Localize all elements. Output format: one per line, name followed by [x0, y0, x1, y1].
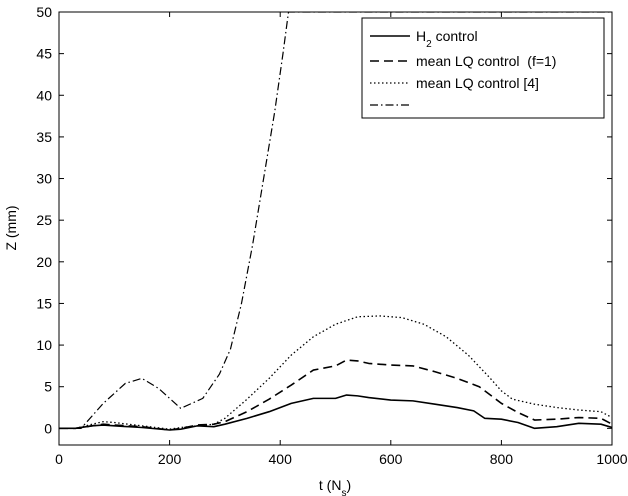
series-group: [59, 12, 612, 431]
legend: H2 control mean LQ control (f=1) mean LQ…: [361, 17, 605, 119]
y-tick-label: 50: [36, 4, 52, 20]
x-tick-label: 600: [379, 451, 403, 467]
x-axis-label: t (Ns): [319, 477, 351, 496]
y-axis-label: Z (mm): [3, 205, 19, 250]
y-tick-label: 45: [36, 46, 52, 62]
series-dashdot: [59, 12, 612, 429]
legend-box: [361, 17, 605, 119]
y-tick-label: 5: [44, 379, 52, 395]
x-tick-label: 1000: [596, 451, 627, 467]
y-tick-label: 20: [36, 254, 52, 270]
x-tick-label: 400: [269, 451, 293, 467]
legend-label-h2-control: H2 control: [416, 28, 478, 50]
x-axis: 0 200 400 600 800 1000: [55, 12, 628, 467]
y-axis: 0 5 10 15 20 25 30 35 40 45 50: [36, 4, 612, 436]
y-tick-label: 15: [36, 295, 52, 311]
legend-label-mean-lq-ref4: mean LQ control [4]: [416, 75, 539, 91]
y-tick-label: 10: [36, 337, 52, 353]
x-tick-label: 0: [55, 451, 63, 467]
y-tick-label: 25: [36, 212, 52, 228]
legend-label-mean-lq-f1: mean LQ control (f=1): [416, 53, 556, 69]
y-tick-label: 35: [36, 129, 52, 145]
y-tick-label: 40: [36, 87, 52, 103]
x-tick-label: 800: [490, 451, 514, 467]
y-tick-label: 0: [44, 420, 52, 436]
x-tick-label: 200: [158, 451, 182, 467]
y-tick-label: 30: [36, 171, 52, 187]
